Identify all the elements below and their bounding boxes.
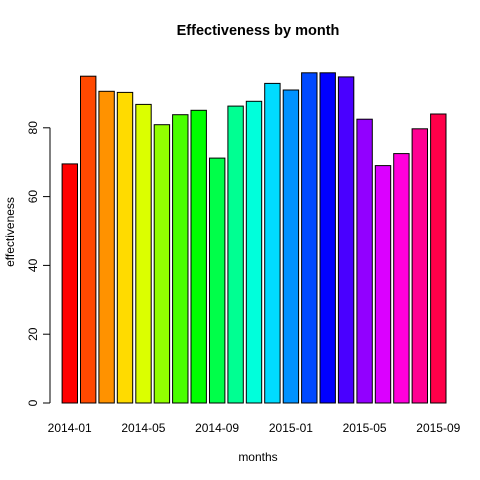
bar-2014-11 bbox=[245, 100, 263, 404]
x-tick-label: 2015-01 bbox=[269, 421, 313, 435]
x-tick-label: 2014-01 bbox=[48, 421, 92, 435]
bar-2015-03 bbox=[319, 72, 336, 404]
bar-2014-04 bbox=[116, 91, 134, 404]
bar-2014-12 bbox=[264, 82, 281, 404]
y-tick-label: 80 bbox=[26, 121, 40, 135]
bar-2014-06 bbox=[153, 124, 171, 404]
bar-2015-04 bbox=[337, 76, 355, 404]
bar-2015-01 bbox=[282, 89, 300, 404]
bar-2014-08 bbox=[190, 109, 207, 404]
bar-2015-06 bbox=[374, 165, 392, 404]
x-tick-label: 2015-05 bbox=[343, 421, 387, 435]
bar-2014-07 bbox=[172, 114, 189, 404]
bar-2015-02 bbox=[301, 72, 318, 404]
y-tick-label: 60 bbox=[26, 190, 40, 204]
y-tick-label: 20 bbox=[26, 327, 40, 341]
bar-2015-07 bbox=[393, 153, 410, 404]
x-axis-label: months bbox=[238, 450, 277, 464]
bar-2014-01 bbox=[61, 163, 78, 404]
chart-title: Effectiveness by month bbox=[177, 23, 340, 39]
y-tick-label: 0 bbox=[26, 399, 40, 406]
bar-2014-03 bbox=[98, 90, 115, 404]
bar-2014-09 bbox=[209, 157, 226, 404]
bars-group bbox=[61, 72, 447, 404]
y-axis-label: effectiveness bbox=[3, 197, 17, 267]
x-axis: 2014-01 2014-05 2014-09 2015-01 2015-05 2015-… bbox=[48, 421, 461, 435]
bar-2014-02 bbox=[80, 75, 97, 404]
x-tick-label: 2014-05 bbox=[121, 421, 165, 435]
bar-2015-05 bbox=[356, 118, 373, 404]
y-axis: 0 20 40 60 80 bbox=[26, 121, 51, 406]
x-tick-label: 2014-09 bbox=[195, 421, 239, 435]
bar-2015-09 bbox=[430, 113, 447, 404]
x-tick-label: 2015-09 bbox=[416, 421, 460, 435]
bar-2015-08 bbox=[411, 128, 429, 404]
y-tick-label: 40 bbox=[26, 258, 40, 272]
bar-2014-10 bbox=[227, 105, 244, 404]
bar-2014-05 bbox=[135, 103, 152, 404]
